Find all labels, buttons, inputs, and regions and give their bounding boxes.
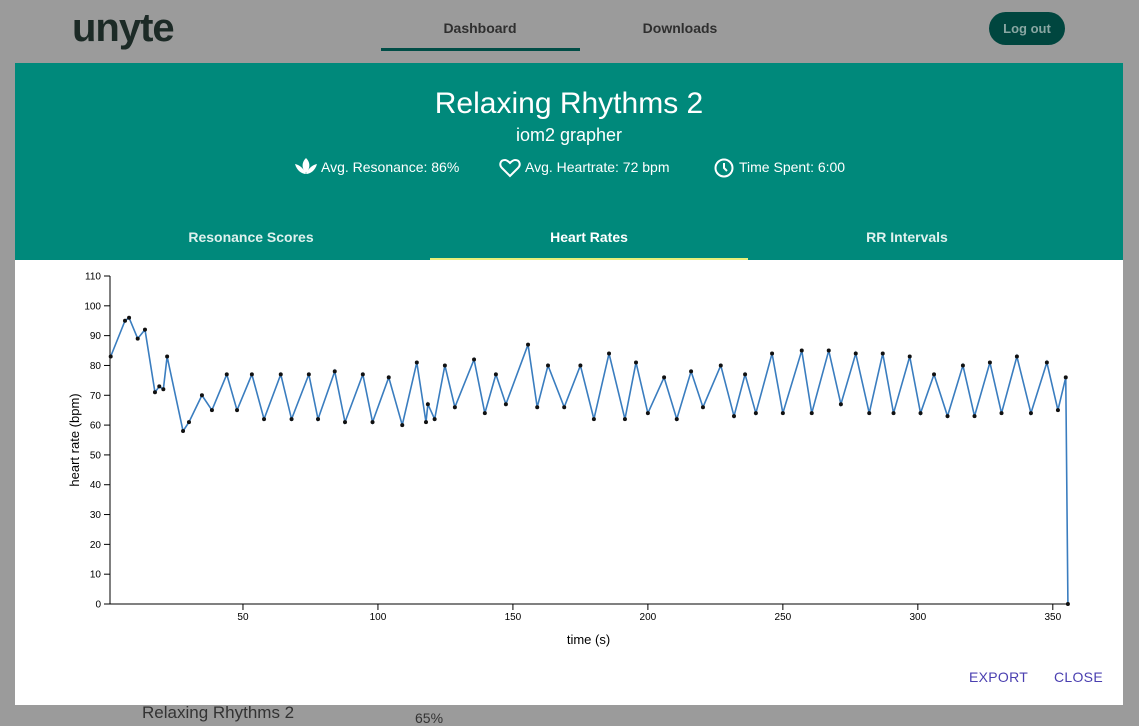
active-underline	[381, 48, 580, 51]
tab-active[interactable]: Heart Rates	[550, 229, 628, 245]
modal-subtitle: iom2 grapher	[515, 125, 623, 145]
logo[interactable]: unyte	[72, 6, 175, 50]
row-name: Relaxing Rhythms 2	[142, 703, 295, 722]
logout-button[interactable]: Log out	[989, 12, 1065, 45]
heart-icon	[499, 158, 521, 178]
stat: Avg. Heartrate: 72 bpm	[525, 159, 670, 175]
modal-title: Relaxing Rhythms 2	[434, 87, 704, 120]
stat: Avg. Resonance: 86%	[321, 159, 460, 175]
tab[interactable]: RR Intervals	[866, 229, 948, 245]
tab-indicator	[430, 258, 748, 260]
stat: Time Spent: 6:00	[739, 159, 846, 175]
export-button[interactable]: EXPORT	[969, 669, 1029, 685]
modal-header: Relaxing Rhythms 2 iom2 grapher Avg. Res…	[15, 63, 1123, 260]
tab[interactable]: Resonance Scores	[188, 229, 314, 245]
clock-icon	[714, 158, 734, 178]
row-score: 65%	[415, 710, 444, 726]
leaf-icon	[295, 158, 317, 174]
modal: Relaxing Rhythms 2 iom2 grapher Avg. Res…	[15, 63, 1123, 705]
close-button[interactable]: CLOSE	[1054, 669, 1103, 685]
nav-link[interactable]: Downloads	[642, 20, 718, 36]
nav-link[interactable]: Dashboard	[443, 20, 517, 36]
